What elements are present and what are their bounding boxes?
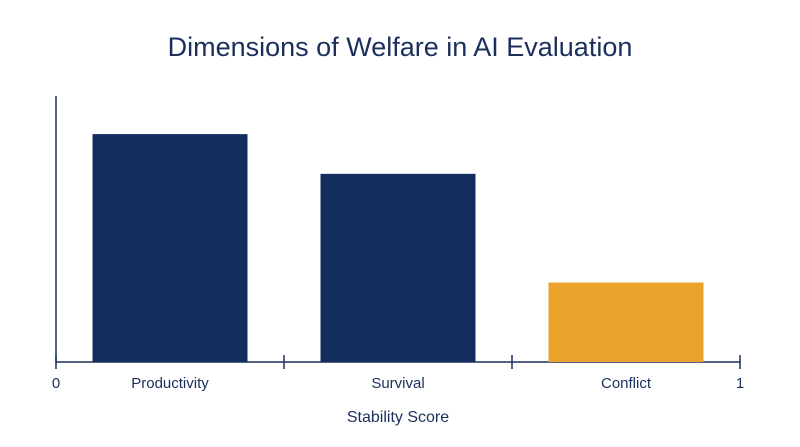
- x-tick-label-survival: Survival: [371, 375, 424, 392]
- bars-group: [92, 134, 704, 362]
- x-axis-title: Stability Score: [347, 409, 449, 426]
- x-tick-label-conflict: Conflict: [601, 375, 652, 392]
- bar-productivity: [92, 134, 248, 362]
- x-axis-end-label: 1: [736, 375, 744, 392]
- bar-conflict: [548, 282, 704, 362]
- chart-title: Dimensions of Welfare in AI Evaluation: [168, 32, 633, 62]
- x-ticks-group: [55, 355, 741, 369]
- x-tick-labels-group: Productivity Survival Conflict: [131, 375, 652, 392]
- x-axis-start-label: 0: [52, 375, 60, 392]
- x-tick-label-productivity: Productivity: [131, 375, 209, 392]
- bar-survival: [320, 173, 476, 362]
